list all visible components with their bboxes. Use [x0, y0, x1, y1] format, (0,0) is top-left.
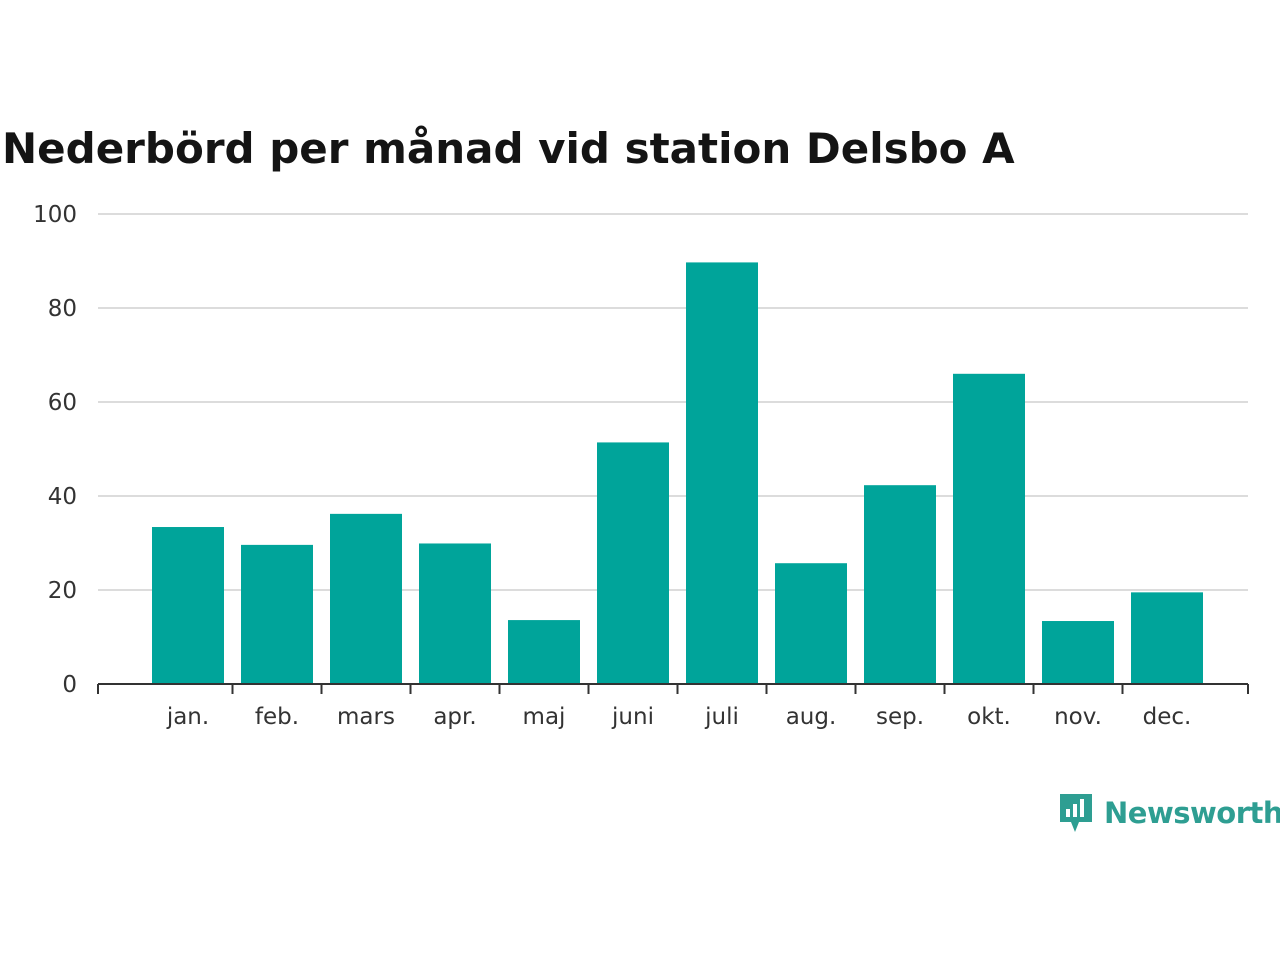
x-tick-label: juni — [611, 704, 654, 730]
x-axis-labels: jan. feb. mars apr. maj juni juli aug. sep. okt. n… — [166, 704, 1192, 730]
y-tick-label: 40 — [48, 484, 77, 510]
x-tick-label: aug. — [786, 704, 837, 730]
bar-nov — [1042, 621, 1114, 684]
brand-name: Newsworthy — [1104, 796, 1280, 830]
gridlines — [98, 213, 1248, 591]
y-tick-label: 0 — [62, 672, 77, 698]
x-tick-label: apr. — [433, 704, 476, 730]
bar-sep — [864, 485, 936, 684]
bar-apr — [419, 543, 491, 684]
x-axis — [97, 683, 1249, 694]
x-tick-label: maj — [523, 704, 566, 730]
y-tick-label: 80 — [48, 296, 77, 322]
y-tick-label: 20 — [48, 578, 77, 604]
bar-juli — [686, 262, 758, 684]
bar-mars — [330, 513, 402, 684]
bars — [152, 262, 1203, 684]
x-tick-label: feb. — [255, 704, 299, 730]
x-tick-label: juli — [704, 704, 739, 730]
y-tick-label: 60 — [48, 390, 77, 416]
bar-juni — [597, 442, 669, 684]
x-tick-label: okt. — [967, 704, 1011, 730]
bar-okt — [953, 373, 1025, 684]
newsworthy-brand: Newsworthy — [1058, 790, 1280, 836]
x-tick-label: sep. — [876, 704, 924, 730]
chart-title: Nederbörd per månad vid station Delsbo A — [2, 124, 1015, 173]
x-tick-label: mars — [337, 704, 395, 730]
y-axis-labels: 0 20 40 60 80 100 — [33, 202, 77, 698]
bar-maj — [508, 620, 580, 684]
x-tick-label: dec. — [1143, 704, 1192, 730]
bar-feb — [241, 544, 313, 684]
newsworthy-logo-icon — [1060, 794, 1092, 832]
x-tick-label: jan. — [166, 704, 209, 730]
bar-jan — [152, 527, 224, 684]
bar-dec — [1131, 592, 1203, 684]
bar-aug — [775, 563, 847, 684]
y-tick-label: 100 — [33, 202, 77, 228]
x-tick-label: nov. — [1054, 704, 1102, 730]
